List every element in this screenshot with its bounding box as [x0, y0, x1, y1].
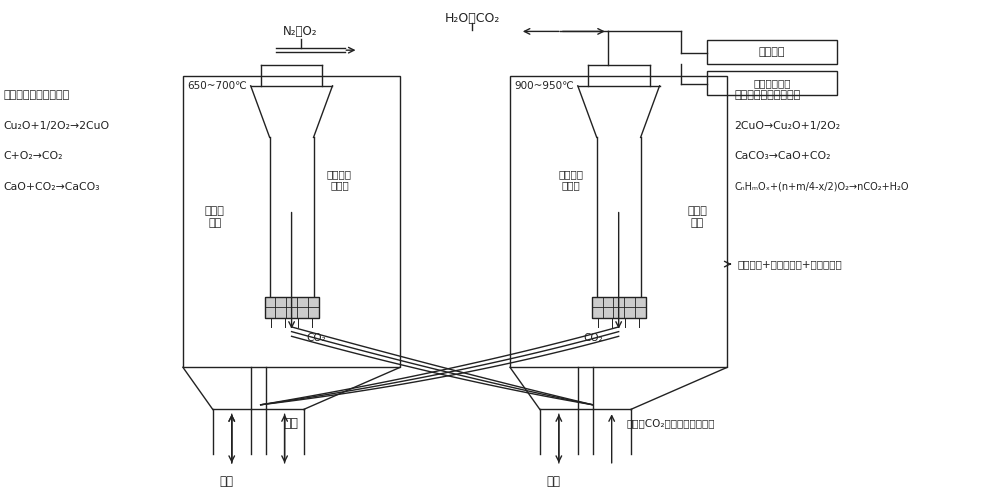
Text: 反应固体
混合物: 反应固体 混合物 — [558, 169, 583, 190]
Text: 还原反
应器: 还原反 应器 — [205, 206, 225, 228]
Text: 空气: 空气 — [283, 417, 298, 430]
Text: 空气反应器主要反应：: 空气反应器主要反应： — [3, 90, 70, 101]
Text: 固体燃料+鈢基吸收剂+铜基载氧体: 固体燃料+鈢基吸收剂+铜基载氧体 — [737, 259, 842, 269]
Text: N₂＋O₂: N₂＋O₂ — [283, 25, 318, 38]
Bar — [183, 76, 400, 368]
Text: 2CuO→Cu₂O+1/2O₂: 2CuO→Cu₂O+1/2O₂ — [734, 120, 840, 130]
Text: 底渣: 底渣 — [220, 475, 234, 488]
Text: 压缩净化装置: 压缩净化装置 — [753, 78, 791, 88]
Text: 底渣: 底渣 — [547, 475, 561, 488]
Bar — [592, 297, 646, 318]
Text: 循环的CO₂（来自循环风机）: 循环的CO₂（来自循环风机） — [627, 418, 715, 428]
Text: Cu₂O+1/2O₂→2CuO: Cu₂O+1/2O₂→2CuO — [3, 120, 110, 130]
Text: 900~950℃: 900~950℃ — [514, 81, 574, 91]
Text: CO₂: CO₂ — [307, 333, 326, 343]
Bar — [510, 76, 727, 368]
Text: 燃料反
应器: 燃料反 应器 — [688, 206, 707, 228]
Text: CO₂: CO₂ — [584, 333, 604, 343]
Text: 循环风机: 循环风机 — [759, 47, 785, 57]
Bar — [707, 40, 837, 64]
Text: 反应固体
混合物: 反应固体 混合物 — [327, 169, 352, 190]
Text: 燃料反应器主要反应：: 燃料反应器主要反应： — [734, 90, 801, 101]
Text: 650~700℃: 650~700℃ — [187, 81, 247, 91]
Text: C+O₂→CO₂: C+O₂→CO₂ — [3, 152, 63, 162]
Text: CaCO₃→CaO+CO₂: CaCO₃→CaO+CO₂ — [734, 152, 831, 162]
Text: CaO+CO₂→CaCO₃: CaO+CO₂→CaCO₃ — [3, 182, 100, 192]
Text: CₙHₘOₓ+(n+m/4-x/2)O₂→nCO₂+H₂O: CₙHₘOₓ+(n+m/4-x/2)O₂→nCO₂+H₂O — [734, 182, 909, 192]
Text: H₂O＋CO₂: H₂O＋CO₂ — [444, 12, 500, 25]
Bar — [707, 71, 837, 95]
Bar — [265, 297, 319, 318]
